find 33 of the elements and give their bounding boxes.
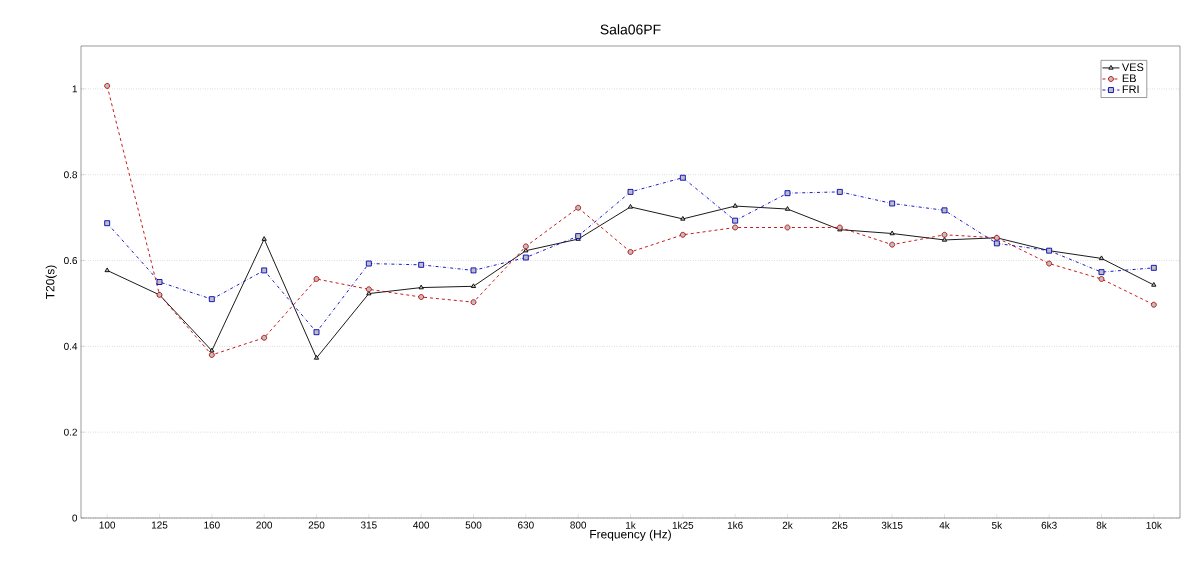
legend-label: EB	[1122, 74, 1136, 83]
x-tick-label: 630	[518, 521, 534, 529]
x-tick-label: 6k3	[1041, 521, 1057, 529]
x-tick-label: 200	[256, 521, 273, 529]
x-tick-label: 315	[360, 521, 377, 529]
x-tick-label: 2k	[782, 521, 793, 529]
x-tick-label: 160	[204, 521, 220, 529]
chart-title: Sala06PF	[600, 24, 661, 35]
x-tick-label: 100	[99, 521, 116, 529]
x-tick-label: 10k	[1146, 521, 1162, 529]
x-tick-label: 1k6	[727, 521, 743, 529]
x-axis-title: Frequency (Hz)	[590, 529, 671, 541]
y-tick-label: 0.8	[64, 171, 78, 179]
x-tick-label: 500	[465, 521, 482, 529]
x-tick-label: 1k25	[672, 521, 694, 529]
legend-label: FRI	[1122, 85, 1139, 94]
y-tick-label: 0.6	[64, 257, 78, 265]
y-tick-label: 0.4	[64, 342, 78, 350]
y-tick-label: 0	[72, 514, 78, 522]
x-tick-label: 400	[413, 521, 430, 529]
x-tick-label: 125	[151, 521, 168, 529]
x-tick-label: 250	[308, 521, 325, 529]
y-tick-label: 0.2	[64, 428, 77, 436]
x-tick-label: 3k15	[881, 521, 903, 529]
legend-label: VES	[1121, 63, 1144, 72]
x-tick-label: 5k	[991, 521, 1003, 529]
x-tick-label: 8k	[1096, 521, 1107, 529]
y-axis-title: T20(s)	[45, 265, 57, 299]
x-tick-label: 4k	[939, 521, 950, 529]
x-tick-label: 800	[570, 521, 587, 529]
y-tick-label: 1	[72, 85, 77, 93]
x-tick-label: 2k5	[832, 521, 848, 529]
x-tick-label: 1k	[626, 521, 636, 529]
